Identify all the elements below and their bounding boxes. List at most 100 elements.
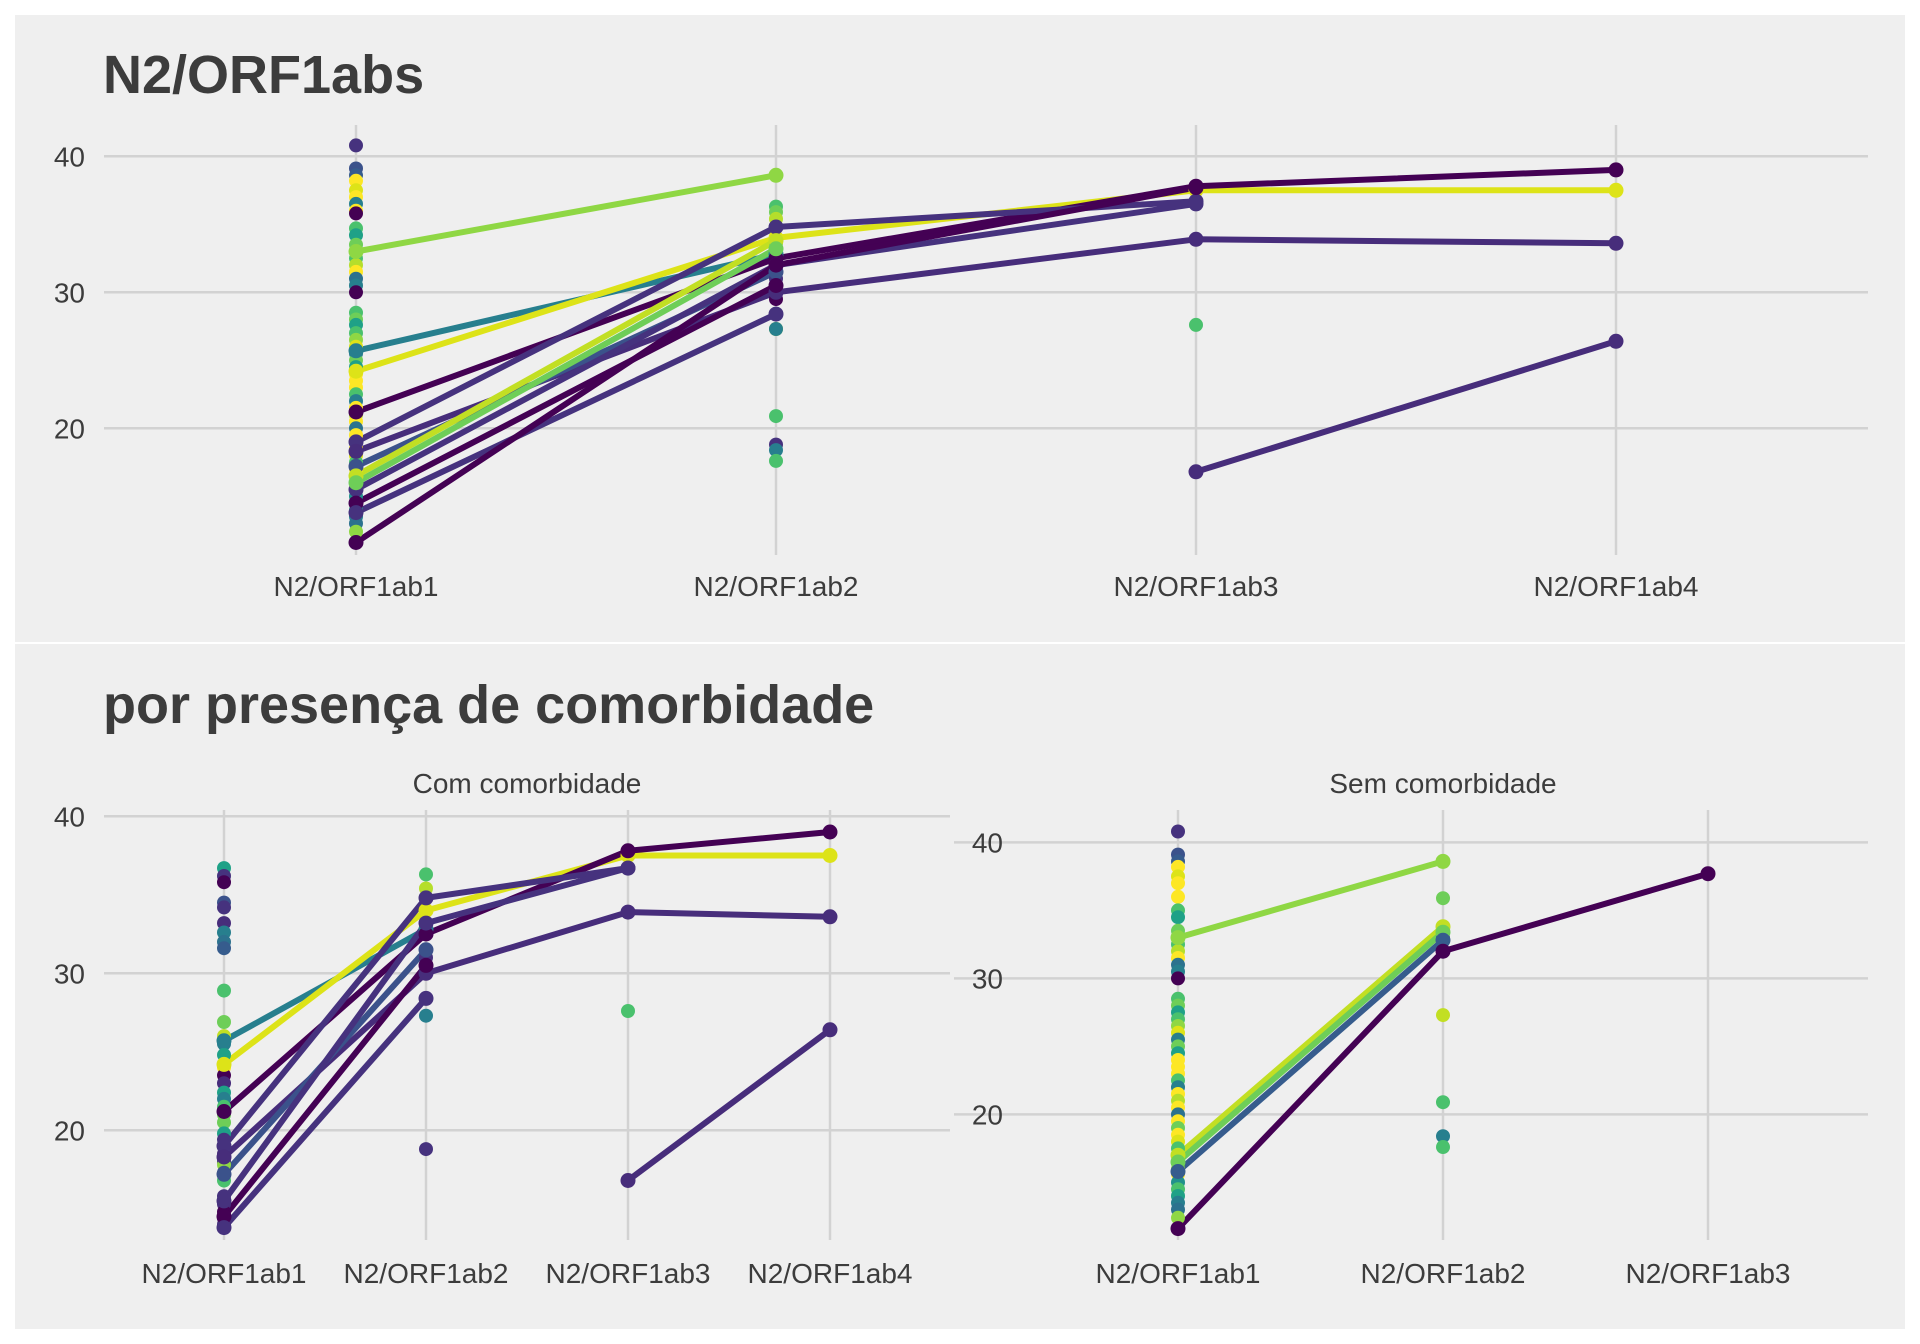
data-point (1436, 1129, 1450, 1144)
series-point (1170, 1164, 1186, 1179)
series-line (1175, 929, 1446, 1165)
series-point (822, 1022, 838, 1038)
series-point (768, 241, 784, 257)
series-line (1193, 338, 1619, 475)
series-point (1435, 932, 1451, 948)
data-point (349, 285, 363, 300)
series-point (418, 915, 434, 931)
series-point (216, 1033, 232, 1049)
top-title: N2/ORF1abs (103, 45, 424, 105)
x-tick-label: N2/ORF1ab3 (1626, 1258, 1791, 1289)
data-point (217, 1015, 231, 1029)
plot-com-comorbidade: 20 30 40 N2/ORF1ab1 N2/ORF1ab2 N2/ORF1ab3 N2/O… (54, 801, 950, 1289)
series-line (1175, 937, 1446, 1175)
data-point (1436, 891, 1450, 906)
series-point (216, 1209, 232, 1225)
series-line (1175, 923, 1446, 1159)
series-point (1435, 943, 1451, 959)
series-point (348, 404, 364, 420)
y-tick-label: 20 (54, 1115, 85, 1146)
series-point (1188, 464, 1204, 480)
data-point (349, 138, 363, 153)
series-line (353, 245, 779, 486)
plot-top: 20 30 40 N2/ORF1ab1 N2/ORF1ab2 N2/ORF1ab3 N2/O… (54, 125, 1868, 602)
facet-title-sem: Sem comorbidade (1329, 768, 1556, 799)
data-point (419, 1008, 433, 1023)
series-point (1188, 196, 1204, 212)
x-tick-label: N2/ORF1ab2 (344, 1258, 509, 1289)
series-point (348, 475, 364, 491)
series-point (768, 167, 784, 183)
series-point (216, 1138, 232, 1154)
x-tick-label: N2/ORF1ab3 (546, 1258, 711, 1289)
data-point (1436, 1095, 1450, 1110)
series-point (348, 363, 364, 379)
series-point (418, 990, 434, 1006)
data-point (1171, 910, 1185, 925)
y-tick-label: 30 (972, 963, 1003, 994)
data-point (419, 867, 433, 882)
x-tick-label: N2/ORF1ab2 (1361, 1258, 1526, 1289)
y-tick-label: 30 (54, 958, 85, 989)
series-point (620, 1173, 636, 1188)
data-point (217, 941, 231, 956)
series-point (418, 926, 434, 942)
series-point (216, 1104, 232, 1119)
series-point (1608, 162, 1624, 178)
series-point (1608, 182, 1624, 198)
series-point (216, 1056, 232, 1072)
data-point (1436, 1140, 1450, 1154)
series-point (1608, 333, 1624, 349)
series-line (353, 237, 779, 479)
x-tick-label: N2/ORF1ab3 (1114, 571, 1279, 602)
series-point (418, 957, 434, 973)
series-point (822, 909, 838, 925)
top-panel-background (15, 15, 1905, 642)
series-line (1175, 858, 1446, 941)
series-point (1608, 235, 1624, 251)
data-point (769, 322, 783, 336)
series-point (216, 1149, 232, 1165)
x-tick-label: N2/ORF1ab4 (748, 1258, 913, 1289)
series-point (348, 505, 364, 521)
data-point (1171, 824, 1185, 839)
data-point (217, 983, 231, 998)
y-tick-label: 40 (54, 141, 85, 172)
series-point (620, 843, 636, 859)
series-point (822, 824, 838, 840)
plot-sem-comorbidade: 20 30 40 N2/ORF1ab1 N2/ORF1ab2 N2/ORF1ab3 (954, 810, 1868, 1289)
series-point (1170, 1221, 1186, 1237)
data-point (1171, 971, 1185, 986)
series-point (1435, 853, 1451, 869)
series-point (822, 848, 838, 863)
data-point (1171, 876, 1185, 891)
series-point (1170, 930, 1186, 946)
data-point (769, 443, 783, 458)
series-point (1700, 866, 1716, 882)
series-line (221, 962, 429, 1220)
x-tick-label: N2/ORF1ab1 (142, 1258, 307, 1289)
data-point (1189, 317, 1203, 332)
y-tick-label: 40 (972, 827, 1003, 858)
x-tick-label: N2/ORF1ab4 (1534, 571, 1699, 602)
series-line (221, 995, 429, 1231)
data-point (621, 1004, 635, 1018)
series-point (348, 244, 364, 259)
data-point (1436, 1008, 1450, 1023)
series-point (418, 942, 434, 958)
series-point (216, 1220, 232, 1236)
data-point (1171, 889, 1185, 904)
bottom-title: por presença de comorbidade (103, 675, 874, 735)
y-tick-label: 30 (54, 277, 85, 308)
data-point (769, 453, 783, 468)
series-point (418, 890, 434, 906)
data-point (349, 524, 363, 539)
facet-title-com: Com comorbidade (413, 768, 642, 799)
bottom-panel-background (15, 644, 1905, 1329)
y-tick-label: 40 (54, 801, 85, 832)
data-point (217, 1115, 231, 1130)
series-line (353, 172, 779, 255)
x-tick-label: N2/ORF1ab2 (694, 571, 859, 602)
